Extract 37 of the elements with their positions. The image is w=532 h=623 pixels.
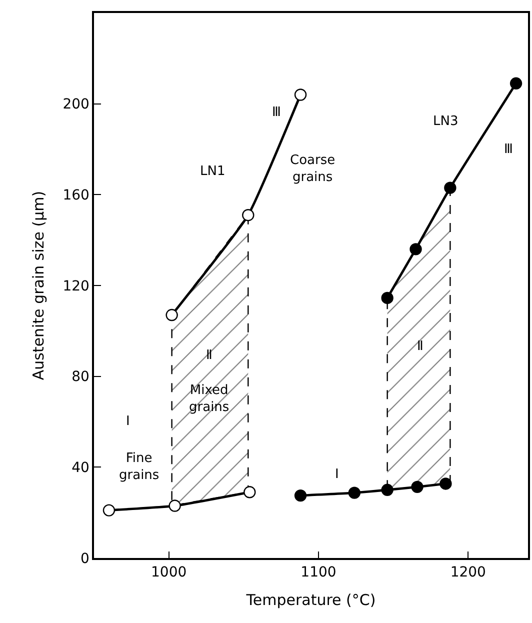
annotation: Fine grains	[119, 451, 160, 483]
point	[294, 88, 307, 101]
annotation: Mixed grains	[189, 383, 230, 415]
point	[168, 500, 181, 512]
annotation: Ⅱ	[206, 348, 212, 363]
point	[102, 504, 116, 516]
x-tick-label: 1200	[450, 564, 486, 581]
y-tick-label: 0	[80, 550, 90, 567]
point	[242, 209, 254, 222]
point	[166, 308, 178, 322]
point	[510, 77, 522, 90]
annotation: LN1	[200, 164, 226, 179]
x-axis-title: Temperature (°C)	[245, 591, 376, 610]
annotation: Ⅲ	[504, 142, 513, 157]
point	[244, 486, 256, 498]
y-tick-label: 80	[72, 369, 90, 386]
annotation: Ⅰ	[335, 467, 339, 482]
point	[381, 484, 394, 496]
y-tick-label: 160	[62, 188, 90, 204]
point	[381, 292, 394, 304]
y-tick-label: 40	[72, 460, 90, 476]
annotation: Ⅰ	[126, 414, 130, 429]
x-tick-label: 1000	[151, 564, 187, 581]
point	[411, 480, 424, 494]
x-tick-label: 1100	[300, 564, 336, 581]
y-axis-title: Austenite grain size (μm)	[29, 190, 48, 380]
annotation: Ⅲ	[272, 105, 281, 120]
point	[440, 478, 452, 490]
annotation: LN3	[433, 114, 458, 129]
annotation: Coarse grains	[290, 153, 336, 185]
point	[410, 243, 422, 256]
point	[444, 182, 456, 194]
y-tick-label: 120	[62, 278, 90, 294]
point	[294, 489, 307, 502]
point	[348, 486, 360, 499]
y-tick-label: 200	[62, 96, 90, 113]
annotation: Ⅱ	[417, 339, 424, 354]
